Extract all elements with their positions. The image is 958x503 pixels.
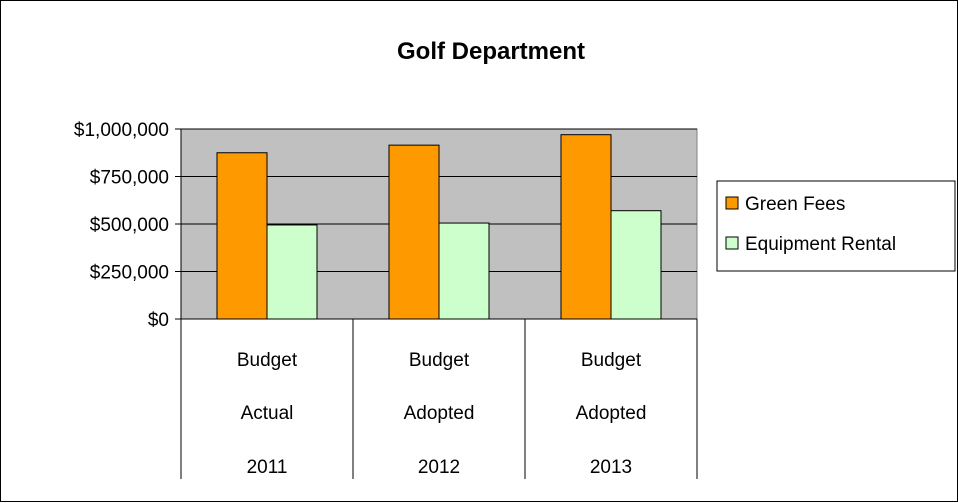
category-label: 2011 xyxy=(247,457,288,478)
legend-label: Green Fees xyxy=(745,194,845,215)
y-tick-label: $0 xyxy=(148,310,169,331)
bar-equipment-rental xyxy=(610,210,662,320)
y-tick-label: $750,000 xyxy=(90,168,169,189)
bar-equipment-rental xyxy=(266,224,318,320)
plot-area: $0 $250,000 $500,000 $750,000 $1,000,000 Budg… xyxy=(74,120,698,479)
bar-equipment-rental xyxy=(438,222,490,320)
bar-green-fees xyxy=(388,144,440,320)
legend-label: Equipment Rental xyxy=(745,234,896,255)
legend: Green Fees Equipment Rental xyxy=(716,180,956,272)
category-label: Budget xyxy=(409,350,470,371)
legend-swatch xyxy=(725,196,739,210)
category-label: Adopted xyxy=(576,403,647,424)
category-label: Actual xyxy=(241,403,294,424)
category-label: Budget xyxy=(237,350,298,371)
category-label: 2013 xyxy=(590,457,632,478)
category-label: Adopted xyxy=(404,403,475,424)
legend-box xyxy=(716,180,956,272)
y-tick-label: $250,000 xyxy=(90,263,169,284)
bar-green-fees xyxy=(216,152,268,320)
chart-title: Golf Department xyxy=(397,38,585,65)
category-label: 2012 xyxy=(418,457,460,478)
bar-green-fees xyxy=(560,134,612,320)
y-tick-label: $500,000 xyxy=(90,215,169,236)
category-label: Budget xyxy=(581,350,642,371)
y-tick-label: $1,000,000 xyxy=(74,120,169,141)
legend-swatch xyxy=(725,236,739,250)
